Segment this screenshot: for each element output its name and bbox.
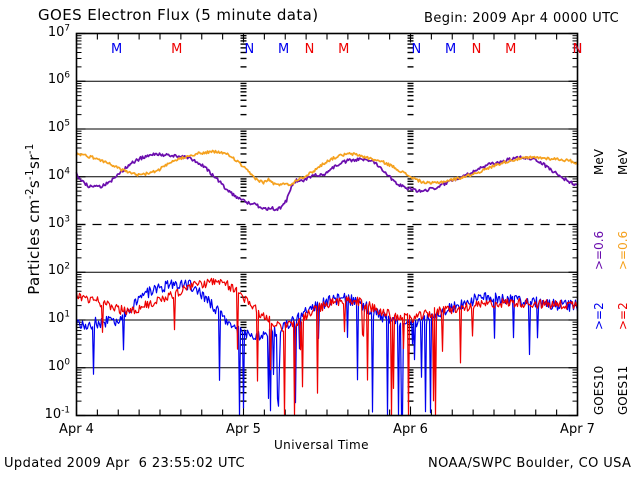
y-axis-exp-3: -1 (25, 143, 36, 155)
day-marker-n: N (304, 41, 315, 57)
series-line (75, 149, 579, 187)
plot-frame (75, 32, 579, 417)
updated-timestamp: Updated 2009 Apr 6 23:55:02 UTC (4, 456, 245, 471)
y-tick-label: 104 (47, 166, 70, 183)
x-axis-title: Universal Time (274, 438, 369, 452)
series-line (75, 152, 579, 212)
goes11-energy-06-label: >=0.6 (616, 230, 630, 270)
y-tick-label: 103 (47, 214, 70, 231)
y-axis-title-sr: sr (25, 154, 43, 169)
x-tick-label: Apr 5 (226, 421, 261, 437)
y-axis-exp-1: -2 (25, 188, 36, 200)
y-tick-label: 100 (47, 357, 70, 374)
y-tick-label: 10-1 (44, 405, 70, 422)
day-marker-n: N (471, 41, 482, 57)
day-marker-n: N (572, 41, 583, 57)
y-tick-label: 102 (47, 261, 70, 279)
begin-time-label: Begin: 2009 Apr 4 0000 UTC (424, 11, 620, 26)
y-tick-label: 106 (47, 70, 70, 88)
x-tick-label: Apr 4 (59, 421, 94, 437)
day-marker-m: M (171, 41, 183, 57)
goes10-satellite-label: GOES10 (592, 365, 606, 415)
y-axis-title-text: Particles cm (25, 199, 43, 295)
goes11-energy-2-label: >=2 (616, 302, 630, 330)
series-line (75, 277, 579, 417)
goes10-energy-2-label: >=2 (592, 302, 606, 330)
source-credit: NOAA/SWPC Boulder, CO USA (428, 456, 632, 471)
y-tick-label: 101 (47, 309, 70, 326)
x-tick-label: Apr 7 (560, 421, 595, 437)
goes10-unit-label: MeV (592, 149, 606, 175)
x-tick-label: Apr 6 (393, 421, 428, 437)
day-marker-m: M (110, 41, 123, 57)
y-tick-label: 105 (47, 118, 70, 135)
day-marker-n: N (411, 41, 422, 57)
page-title: GOES Electron Flux (5 minute data) (38, 6, 319, 24)
y-tick-label: 107 (47, 23, 70, 40)
goes11-unit-label: MeV (616, 149, 630, 175)
day-marker-m: M (338, 41, 350, 57)
goes10-energy-06-label: >=0.6 (592, 230, 606, 270)
day-marker-m: M (277, 41, 290, 57)
day-marker-n: N (244, 41, 255, 57)
day-marker-m: M (444, 41, 457, 57)
day-marker-n: N (572, 41, 583, 57)
goes11-satellite-label: GOES11 (616, 365, 630, 415)
day-marker-m: M (505, 41, 517, 57)
